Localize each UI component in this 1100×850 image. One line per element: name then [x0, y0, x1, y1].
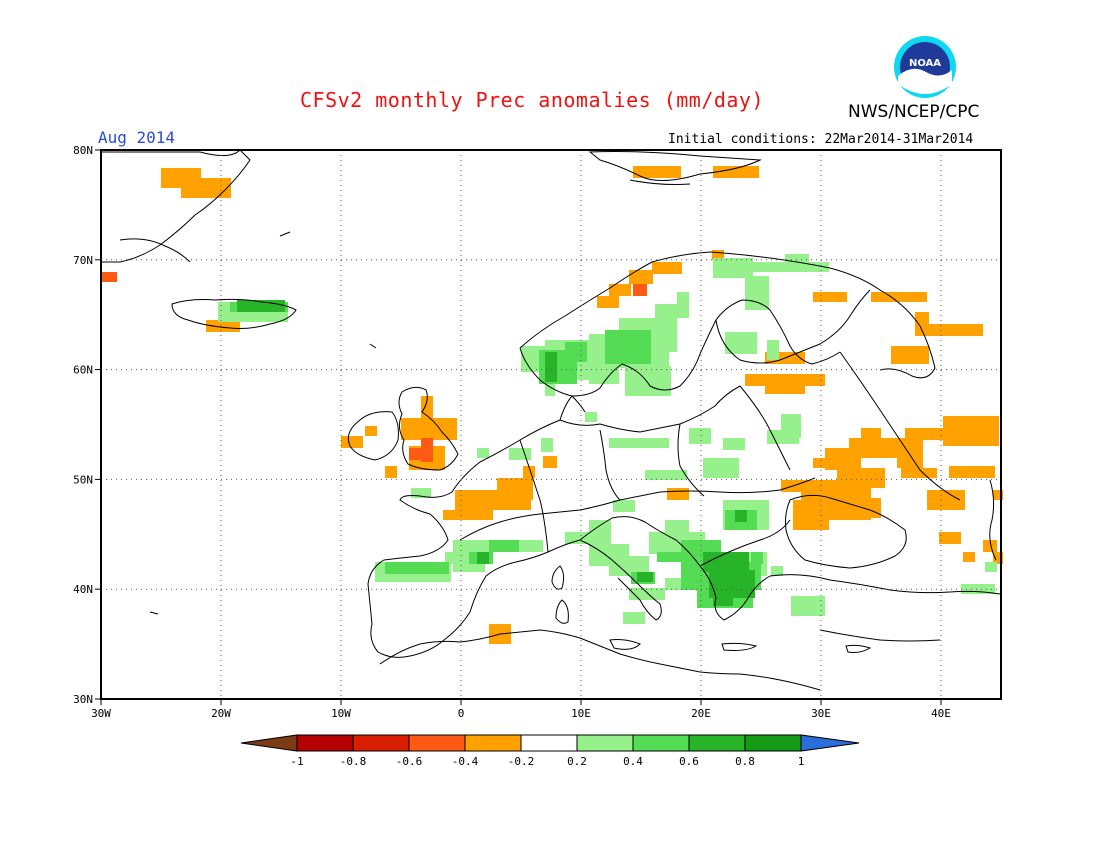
lon-tick-label: 30E: [811, 707, 831, 720]
lon-tick-label: 10E: [571, 707, 591, 720]
lon-tick-label: 10W: [331, 707, 351, 720]
colorbar-swatch: [632, 734, 690, 752]
colorbar-swatch: [408, 734, 466, 752]
noaa-logo-text: NOAA: [909, 58, 941, 69]
colorbar-arrow-low: [240, 734, 298, 752]
lat-tick-label: 70N: [73, 254, 93, 267]
colorbar-swatch: [688, 734, 746, 752]
colorbar-swatch: [576, 734, 634, 752]
colorbar-swatch: [352, 734, 410, 752]
lat-tick-label: 30N: [73, 693, 93, 706]
anomaly-cells: [101, 166, 1003, 644]
colorbar-label: -0.8: [340, 755, 367, 768]
colorbar-swatch: [296, 734, 354, 752]
map-frame: [100, 149, 1002, 700]
colorbar-swatch: [520, 734, 578, 752]
colorbar-label: 1: [798, 755, 805, 768]
lat-tick-label: 60N: [73, 364, 93, 377]
colorbar: -1 -0.8 -0.6 -0.4 -0.2 0.2 0.4 0.6 0.8 1: [240, 734, 860, 768]
lat-tick-label: 80N: [73, 144, 93, 157]
colorbar-label: 0.2: [567, 755, 587, 768]
agency-label: NWS/NCEP/CPC: [848, 102, 980, 122]
colorbar-arrow-high: [800, 734, 860, 752]
graticule: [101, 150, 1001, 699]
map-title: CFSv2 monthly Prec anomalies (mm/day): [300, 88, 765, 112]
noaa-logo: NOAA: [894, 36, 956, 98]
colorbar-label: -0.6: [396, 755, 423, 768]
colorbar-label: 0.4: [623, 755, 643, 768]
coastlines: [102, 149, 1001, 691]
lon-tick-label: 40E: [931, 707, 951, 720]
colorbar-label: 0.8: [735, 755, 755, 768]
colorbar-label: -1: [290, 755, 303, 768]
colorbar-label: 0.6: [679, 755, 699, 768]
valid-month-label: Aug 2014: [98, 128, 176, 147]
initial-conditions-label: Initial conditions: 22Mar2014-31Mar2014: [668, 132, 974, 147]
lon-tick-label: 20E: [691, 707, 711, 720]
lon-tick-label: 0: [458, 707, 465, 720]
lon-tick-label: 20W: [211, 707, 231, 720]
colorbar-label: -0.2: [508, 755, 535, 768]
colorbar-label: -0.4: [452, 755, 479, 768]
lat-tick-label: 50N: [73, 473, 93, 486]
lat-tick-label: 40N: [73, 583, 93, 596]
colorbar-swatch: [744, 734, 802, 752]
lon-tick-label: 30W: [91, 707, 111, 720]
colorbar-swatch: [464, 734, 522, 752]
map-axes: 30N 40N 50N 60N 70N 80N 30W 20W 10W 0 10E 20E 30E 40E: [73, 144, 951, 720]
